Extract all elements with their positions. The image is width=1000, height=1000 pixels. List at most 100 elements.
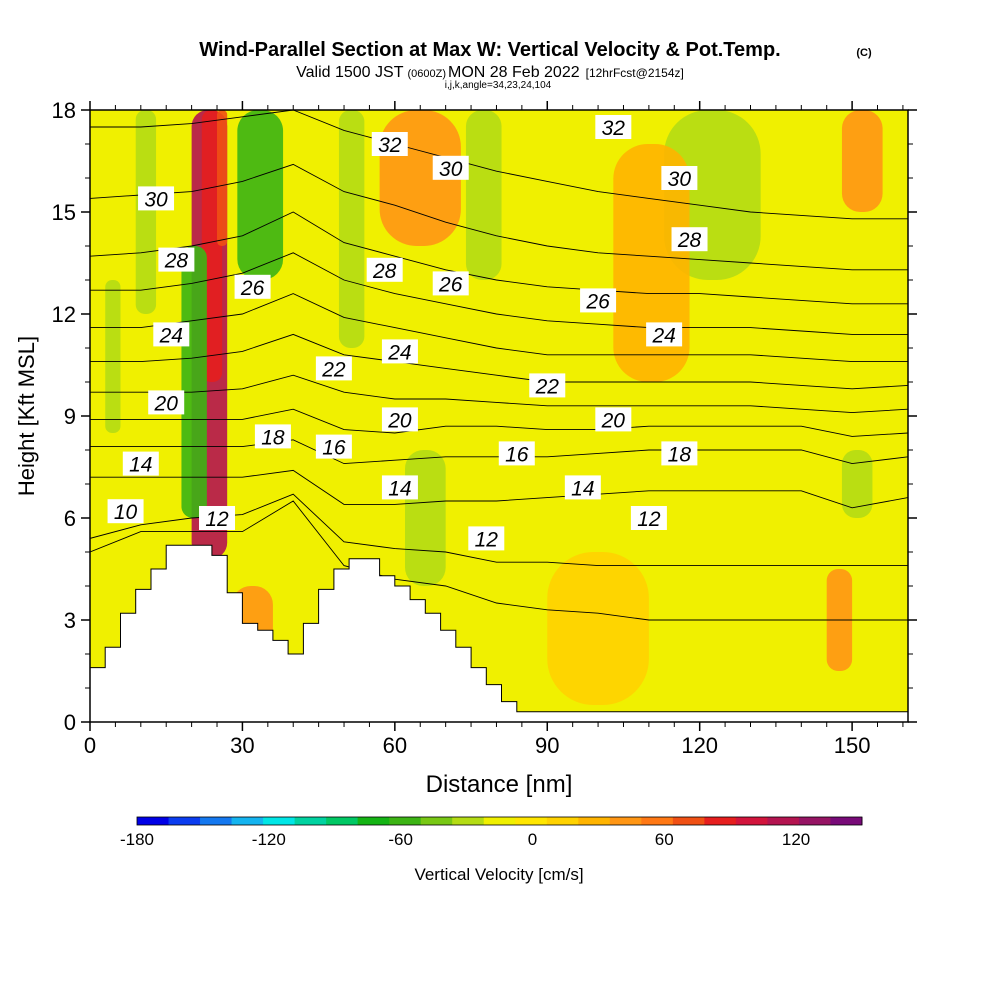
- colorbar-swatch: [546, 817, 579, 825]
- subtitle-forecast: [12hrFcst@2154z]: [586, 66, 684, 80]
- isentrope-label-bg: [661, 166, 698, 190]
- isentrope-line: [90, 211, 908, 305]
- colorbar-swatch: [641, 817, 674, 825]
- colorbar-swatch: [483, 817, 516, 825]
- isentrope-label: 32: [371, 132, 408, 157]
- plot-area: 10 12 12 12 14 14 14 16 16 18 18 20 20 20 22 22 24 24 24 26…: [90, 110, 908, 722]
- isentrope-label-bg: [107, 499, 144, 524]
- colorbar-swatch: [767, 817, 800, 825]
- isentrope-label: 14: [564, 475, 601, 500]
- isentrope-label-bg: [153, 322, 190, 347]
- y-tick-label: 6: [64, 506, 76, 531]
- isentrope-label: 14: [122, 451, 159, 477]
- chart-subtitle: Valid 1500 JST (0600Z) MON 28 Feb 2022 [12h…: [296, 64, 684, 81]
- isentrope-label-bg: [529, 373, 566, 398]
- isentrope-label-text: 14: [388, 477, 411, 500]
- isentrope-label-bg: [122, 451, 159, 476]
- isentrope-line: [90, 333, 908, 390]
- isentrope-label-text: 28: [164, 250, 189, 273]
- isentrope-label-text: 30: [439, 158, 463, 181]
- isentrope-label: 28: [366, 257, 403, 283]
- colorbar-swatch: [294, 817, 327, 825]
- isentrope-label-bg: [366, 257, 403, 282]
- isentrope-label-text: 26: [585, 290, 610, 313]
- isentrope-line: [90, 374, 908, 414]
- isentrope-label-bg: [315, 356, 352, 381]
- isentrope-label: 26: [580, 288, 617, 313]
- velocity-field: [105, 110, 883, 705]
- isentrope-label: 20: [148, 390, 185, 415]
- colorbar-swatch: [672, 817, 705, 825]
- x-tick-label: 60: [383, 733, 407, 758]
- colorbar-swatch: [420, 817, 453, 825]
- subtitle-utc: (0600Z): [407, 68, 446, 80]
- colorbar-swatch: [263, 817, 296, 825]
- isentrope-label-bg: [646, 322, 683, 347]
- isentrope-label-text: 12: [637, 508, 661, 531]
- colorbar-tick-label: -120: [252, 830, 286, 849]
- isentrope-label: 22: [315, 356, 352, 381]
- isentrope-label-bg: [254, 424, 291, 449]
- colorbar-swatch: [231, 817, 264, 825]
- isentrope-label: 28: [671, 227, 708, 252]
- isentrope-label-text: 24: [651, 324, 675, 347]
- velocity-band: [841, 450, 873, 518]
- isentrope-label: 30: [661, 166, 698, 191]
- isentrope-label-text: 28: [372, 260, 397, 283]
- isentrope-label-bg: [630, 506, 667, 530]
- isentrope-label-text: 24: [387, 341, 411, 364]
- isentrope-line: [90, 163, 908, 271]
- isentrope-line: [90, 469, 908, 509]
- isentrope-line: [90, 439, 908, 465]
- y-tick-label: 3: [64, 608, 76, 633]
- isentrope-label-bg: [498, 441, 535, 466]
- x-tick-label: 30: [230, 733, 254, 758]
- isentrope-label-bg: [595, 407, 632, 432]
- isentrope-line: [90, 408, 908, 437]
- colorbar: -180 -120 -60 0 60 120: [120, 816, 863, 849]
- isentrope-label: 10: [107, 499, 144, 524]
- isentrope-label: 24: [153, 322, 190, 347]
- isentrope-label-text: 20: [387, 409, 412, 432]
- chart-title: Wind-Parallel Section at Max W: Vertical…: [199, 39, 780, 61]
- isentrope-label-text: 32: [602, 117, 626, 140]
- isentrope-label-text: 26: [438, 273, 463, 296]
- isentrope-label: 12: [199, 506, 236, 531]
- y-tick-label: 9: [64, 404, 76, 429]
- x-tick-label: 150: [834, 733, 871, 758]
- isentrope-label-bg: [564, 475, 601, 500]
- terrain: [90, 544, 908, 722]
- colorbar-tick-label: 60: [655, 830, 674, 849]
- colorbar-swatch: [578, 817, 611, 825]
- isentrope-label-bg: [371, 132, 408, 156]
- isentrope-label-bg: [381, 475, 418, 500]
- isentrope-lines: [90, 110, 908, 621]
- isentrope-label-bg: [432, 271, 469, 296]
- colorbar-label: Vertical Velocity [cm/s]: [414, 865, 583, 884]
- isentrope-label: 18: [254, 424, 291, 449]
- isentrope-label-text: 16: [322, 437, 346, 460]
- x-axis: 0 30 60 90 120 150: [84, 101, 904, 758]
- velocity-band: [547, 552, 649, 705]
- colorbar-swatch: [168, 817, 201, 825]
- velocity-band: [237, 110, 284, 280]
- isentrope-line: [90, 500, 908, 621]
- x-tick-label: 120: [681, 733, 718, 758]
- colorbar-swatch: [389, 817, 422, 825]
- velocity-band: [135, 110, 157, 314]
- isentrope-label-text: 22: [321, 358, 346, 381]
- x-axis-label: Distance [nm]: [426, 771, 573, 798]
- isentrope-label-bg: [148, 390, 185, 415]
- colorbar-swatch: [704, 817, 737, 825]
- isentrope-label: 30: [138, 186, 175, 211]
- isentrope-label-text: 24: [159, 324, 183, 347]
- y-axis-label: Height [Kft MSL]: [14, 336, 39, 496]
- y-tick-label: 18: [52, 98, 76, 123]
- colorbar-swatch: [609, 817, 642, 825]
- colorbar-frame: [136, 816, 863, 826]
- velocity-band: [217, 110, 228, 246]
- colorbar-swatch: [798, 817, 831, 825]
- isentrope-label: 28: [158, 247, 195, 273]
- isentrope-label: 22: [529, 373, 566, 398]
- isentrope-label: 24: [381, 339, 418, 364]
